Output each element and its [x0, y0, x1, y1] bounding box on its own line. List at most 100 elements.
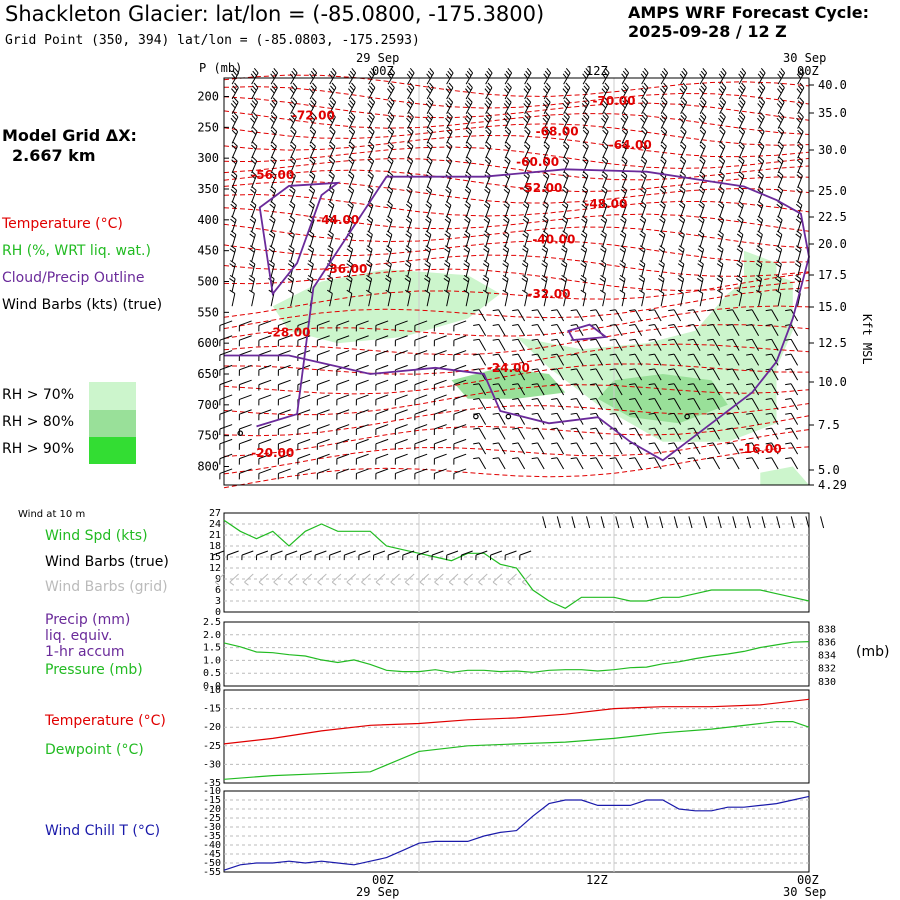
- wind-barb-feather: [758, 171, 764, 177]
- wind-barb-feather: [581, 230, 588, 235]
- wind-barb: [719, 126, 726, 144]
- wind-barb: [678, 200, 686, 218]
- wind-panel-ytick: 3: [215, 596, 221, 607]
- wind-barb-shaft: [290, 278, 295, 292]
- wind-barb-shaft: [485, 293, 489, 307]
- wind-barb-shaft: [336, 335, 350, 341]
- wind-barb: [250, 171, 257, 188]
- wind-barb-shaft: [790, 427, 799, 440]
- wind-barb-feather: [270, 144, 276, 150]
- wind-barb-shaft: [356, 394, 369, 400]
- wind-barb: [230, 171, 238, 188]
- wind-barb-feather: [659, 218, 665, 224]
- wind-barb-shaft: [504, 234, 510, 248]
- wind-barb-shaft: [356, 409, 369, 415]
- wind-barb-shaft: [368, 175, 374, 188]
- wind-barb: [629, 383, 643, 396]
- wind-barb-feather: [272, 126, 278, 132]
- wind-barb-shaft: [595, 427, 604, 440]
- wind-barb-feather: [785, 338, 792, 341]
- wind-barb: [258, 409, 272, 421]
- wind-barb-shaft: [465, 116, 473, 129]
- wind-barb-feather: [389, 112, 395, 118]
- wind-barb-shaft: [751, 324, 760, 337]
- wind-barb-feather: [512, 457, 519, 460]
- wind-barb-feather: [388, 70, 394, 76]
- wind-barb: [446, 126, 453, 144]
- wind-barb-feather: [622, 141, 628, 147]
- wind-barb: [414, 409, 428, 421]
- wind-barb-shaft: [517, 309, 526, 322]
- wind-barb-shaft: [387, 87, 395, 100]
- wind-barb-feather: [347, 245, 353, 250]
- wind-barb-feather: [726, 309, 733, 312]
- wind-barb-feather: [775, 274, 782, 280]
- wind-barb-shaft: [485, 131, 492, 144]
- wind-barb-feather: [249, 260, 256, 265]
- wind-barb: [288, 230, 295, 248]
- wind-barb-shaft: [485, 175, 491, 188]
- wind-barb: [609, 353, 623, 366]
- wind-barb: [258, 335, 272, 347]
- contour-label: -72.00: [292, 109, 335, 123]
- wind-barb-feather: [424, 278, 430, 283]
- wind-barb-shaft: [758, 175, 764, 188]
- wind-barb: [756, 245, 763, 262]
- wind-barb-feather: [523, 117, 528, 123]
- wind-barb-feather: [737, 117, 743, 123]
- wind-barb-feather: [796, 88, 802, 94]
- wind-barb-shaft: [498, 368, 506, 381]
- wind-barb-shaft: [453, 409, 467, 415]
- wind-barb-shaft: [465, 160, 472, 174]
- wind-barb-feather: [551, 324, 558, 326]
- wind-barb-feather: [445, 144, 451, 150]
- wind-barb-feather: [466, 85, 472, 91]
- wind-barb: [668, 427, 682, 440]
- wind-barb-shaft: [712, 442, 721, 455]
- wind-barb-shaft: [582, 146, 589, 159]
- wind-barb-feather: [473, 398, 480, 400]
- wind-barb: [258, 379, 272, 391]
- wind-barb: [258, 364, 272, 376]
- wind-barb-feather: [308, 189, 314, 194]
- wind-barb-feather: [428, 126, 434, 132]
- wind-barb-feather: [426, 215, 432, 221]
- wind-barb-feather: [445, 159, 451, 165]
- wind-barb-feather: [678, 233, 684, 238]
- wind-barb-feather: [677, 278, 684, 283]
- wind-barb: [619, 230, 627, 248]
- wind-barb: [522, 289, 528, 307]
- wind-barb-shaft: [504, 87, 512, 100]
- wind-barb-feather: [386, 203, 392, 209]
- wind-barb: [424, 289, 431, 307]
- wind-barb-shaft: [582, 131, 590, 144]
- wind-barb-feather: [681, 126, 687, 132]
- wind-barb-shaft: [621, 102, 629, 114]
- wind-barb-shaft: [258, 424, 272, 430]
- wind-barb-shaft: [368, 234, 373, 248]
- wind-barb-shaft: [414, 468, 428, 474]
- wind-barb-feather: [641, 186, 647, 191]
- grid-wind-barb-feather: [317, 581, 322, 586]
- wind-barb: [551, 412, 565, 425]
- wind-barbs-field: [219, 67, 805, 480]
- pressure-tick-label: 200: [197, 90, 219, 104]
- wind-barb-feather: [775, 289, 782, 294]
- wind-barb-feather: [427, 100, 433, 106]
- wind-barb: [453, 409, 467, 421]
- wind-barb-feather: [621, 159, 627, 165]
- wind-barb: [444, 289, 450, 307]
- wind-barb-feather: [680, 115, 686, 121]
- wind-barb-shaft: [719, 116, 726, 129]
- wind-barb-feather: [707, 442, 714, 445]
- calm-circle: [505, 413, 512, 420]
- wind-barb-shaft: [738, 146, 745, 159]
- wind-barb-feather: [531, 368, 538, 371]
- wind-barb-feather: [366, 260, 373, 265]
- wind-barb: [484, 171, 491, 188]
- wind-barb-feather: [662, 97, 668, 103]
- wind-barb: [394, 379, 408, 391]
- wind-barb-feather: [619, 263, 625, 268]
- wind-barb-shaft: [465, 219, 471, 233]
- wind-barb: [346, 245, 354, 262]
